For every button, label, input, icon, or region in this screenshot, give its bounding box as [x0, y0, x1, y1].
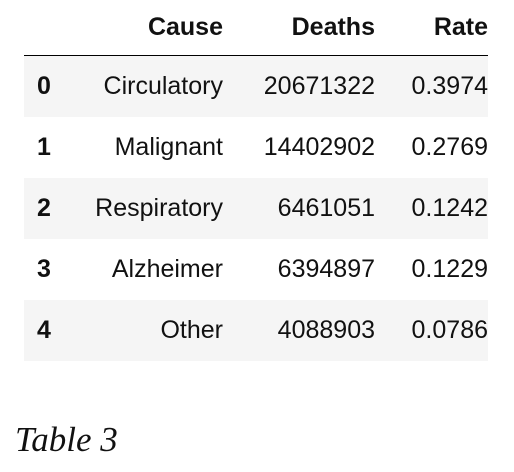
- table-caption: Table 3: [15, 420, 118, 459]
- deaths-cell: 14402902: [263, 132, 375, 161]
- cause-cell: Respiratory: [95, 193, 223, 222]
- row-index: 3: [37, 254, 51, 283]
- column-header-deaths: Deaths: [223, 0, 375, 56]
- rate-cell: 0.1229: [411, 254, 488, 283]
- column-header-rate: Rate: [375, 0, 488, 56]
- cause-cell: Other: [160, 315, 223, 344]
- cause-cell: Malignant: [114, 132, 223, 161]
- header-row: Cause Deaths Rate: [24, 0, 488, 56]
- table-header: Cause Deaths Rate: [24, 0, 488, 56]
- dataframe-table: Cause Deaths Rate 0 Circulatory 20671322…: [24, 0, 488, 361]
- table-row: 4 Other 4088903 0.0786: [24, 299, 488, 361]
- table-row: 3 Alzheimer 6394897 0.1229: [24, 238, 488, 300]
- table-row: 1 Malignant 14402902 0.2769: [24, 116, 488, 178]
- rate-cell: 0.0786: [411, 315, 488, 344]
- table-row: 0 Circulatory 20671322 0.3974: [24, 55, 488, 117]
- cause-cell: Circulatory: [103, 71, 223, 100]
- table-body: 0 Circulatory 20671322 0.3974 1 Malignan…: [24, 55, 488, 361]
- row-index: 1: [37, 132, 51, 161]
- deaths-cell: 6394897: [277, 254, 375, 283]
- row-index: 4: [37, 315, 51, 344]
- rate-cell: 0.3974: [411, 71, 488, 100]
- cause-cell: Alzheimer: [111, 254, 223, 283]
- deaths-cell: 4088903: [277, 315, 375, 344]
- rate-cell: 0.1242: [411, 193, 488, 222]
- deaths-cell: 6461051: [277, 193, 375, 222]
- deaths-cell: 20671322: [263, 71, 375, 100]
- row-index: 2: [37, 193, 51, 222]
- column-header-index: [24, 0, 69, 56]
- column-header-cause: Cause: [69, 0, 223, 56]
- row-index: 0: [37, 71, 51, 100]
- table-row: 2 Respiratory 6461051 0.1242: [24, 177, 488, 239]
- rate-cell: 0.2769: [411, 132, 488, 161]
